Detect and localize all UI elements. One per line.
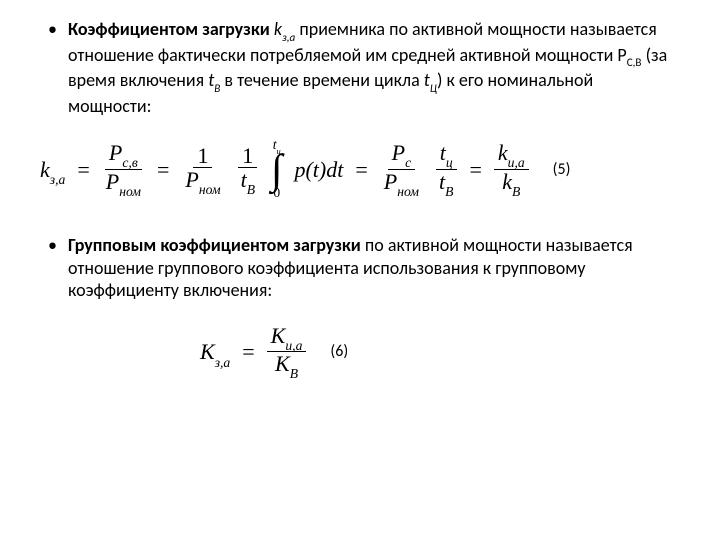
f6-num-s: и,a: [285, 338, 302, 353]
f5-eq3: =: [355, 157, 367, 183]
para1-pcb-sub: С,В: [627, 55, 642, 69]
f5-f3-den-b: t: [241, 167, 247, 192]
f5-int-low: 0: [273, 187, 280, 200]
f5-integrand: p(t)dt: [294, 157, 343, 183]
formula-6-number: (6): [330, 342, 348, 361]
para1-t3: в течение времени цикла: [220, 69, 423, 91]
f6-lhs-sub: з,a: [215, 355, 231, 371]
f6-den-b: K: [275, 351, 290, 376]
f5-f5-num-b: t: [440, 140, 446, 165]
f5-frac6: kи,a kB: [494, 141, 529, 197]
f6-num-b: K: [271, 323, 286, 348]
f5-f6-den-s: B: [512, 184, 520, 199]
f5-f4-den-b: P: [384, 169, 397, 194]
para1-tc: t: [424, 69, 430, 91]
para1-tv-sub: В: [214, 81, 220, 95]
f5-lhs-sub: з,a: [50, 172, 66, 188]
f5-f1-den-s: ном: [119, 184, 141, 199]
formula-5: k з,a = Pc,в Pном = 1 Pном: [40, 139, 529, 200]
f5-f5-num-s: ц: [446, 155, 453, 170]
f6-lhs: K з,a: [200, 335, 230, 369]
slide: Коэффициентом загрузки kз,а приемника по…: [0, 0, 720, 540]
paragraph-2-list: Групповым коэффициентом загрузки по акти…: [40, 234, 680, 302]
f5-frac1: Pc,в Pном: [102, 141, 145, 197]
f5-eq4: =: [469, 157, 481, 183]
para1-var1: k: [270, 18, 282, 40]
f5-frac5: tц tB: [435, 141, 457, 197]
f5-eq1: =: [77, 157, 89, 183]
paragraph-1-list: Коэффициентом загрузки kз,а приемника по…: [40, 18, 680, 117]
formula-5-row: k з,a = Pc,в Pном = 1 Pном: [40, 139, 680, 200]
paragraph-1: Коэффициентом загрузки kз,а приемника по…: [68, 18, 680, 117]
paragraph-2: Групповым коэффициентом загрузки по акти…: [68, 234, 680, 302]
para1-var1-sub: з,а: [282, 30, 295, 44]
para1-tc-sub: Ц: [430, 81, 437, 95]
f6-lhs-base: K: [200, 339, 215, 365]
f5-f6-num-b: k: [498, 140, 508, 165]
f5-f1-num-b: P: [109, 140, 122, 165]
f5-frac3: 1 tB: [237, 144, 259, 196]
f5-f4-num-b: P: [392, 140, 405, 165]
f5-f1-den-b: P: [106, 169, 119, 194]
f5-one-a: 1: [193, 144, 212, 168]
f5-f4-num-s: c: [405, 155, 411, 170]
f5-lhs: k з,a: [40, 153, 65, 187]
f5-f5-den-s: B: [445, 184, 453, 199]
para2-lead: Групповым коэффициентом загрузки: [68, 234, 361, 256]
para1-lead: Коэффициентом загрузки: [68, 18, 270, 40]
f5-f3-den-s: B: [247, 182, 255, 197]
f6-frac: Kи,a KB: [267, 324, 307, 380]
f5-f6-den-b: k: [502, 169, 512, 194]
f5-integral: tц ∫ 0: [271, 139, 282, 200]
f5-f4-den-s: ном: [397, 184, 419, 199]
formula-6-row: K з,a = Kи,a KB (6): [200, 324, 680, 380]
f5-eq2: =: [157, 157, 169, 183]
integral-icon: ∫: [271, 154, 282, 187]
f5-f1-num-s: c,в: [122, 155, 137, 170]
f5-f2-den-s: ном: [199, 182, 221, 197]
f5-int-up-s: ц: [277, 146, 281, 156]
f5-f2-den-b: P: [185, 167, 198, 192]
f5-frac4: Pc Pном: [380, 141, 423, 197]
f5-one-b: 1: [238, 144, 257, 168]
f6-eq: =: [242, 339, 254, 365]
f5-lhs-base: k: [40, 157, 50, 183]
f6-den-s: B: [290, 366, 298, 381]
formula-5-number: (5): [553, 160, 571, 179]
formula-6: K з,a = Kи,a KB: [200, 324, 306, 380]
f5-frac2: 1 Pном: [181, 144, 224, 196]
f5-f6-num-s: и,a: [508, 155, 525, 170]
